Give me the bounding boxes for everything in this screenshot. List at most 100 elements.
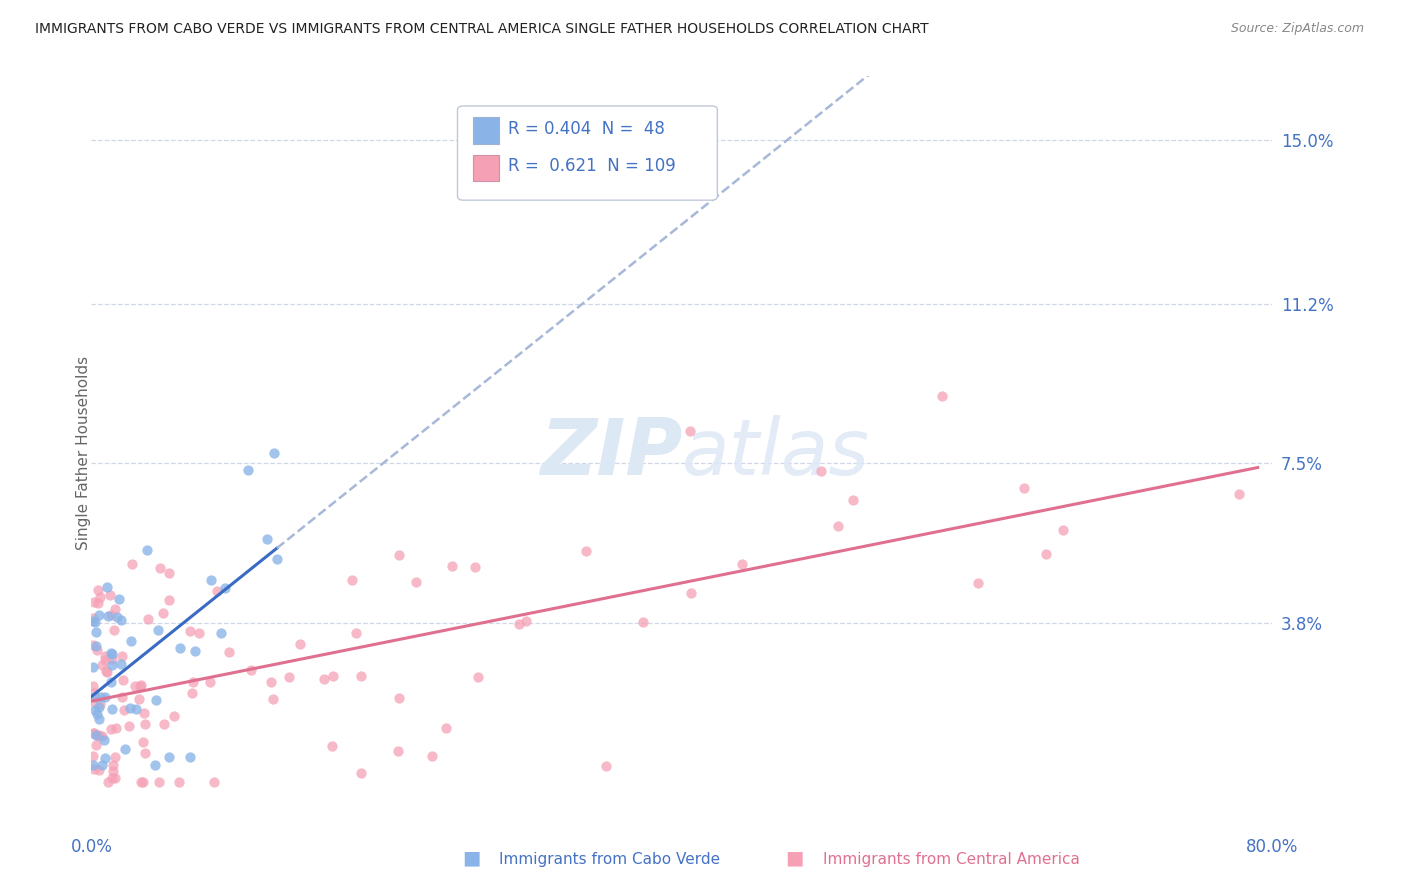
Point [103, 624, 125, 638]
Point [134, 717, 156, 731]
Point [83, 615, 105, 629]
Point [595, 758, 617, 772]
Point [731, 557, 754, 571]
Point [508, 616, 530, 631]
Point [82, 638, 104, 652]
Point [132, 706, 155, 720]
Text: ■: ■ [461, 848, 481, 867]
Point [93, 733, 115, 747]
Point [100, 722, 122, 736]
Point [163, 709, 186, 723]
Point [350, 669, 373, 683]
Point [146, 623, 169, 637]
Point [263, 445, 285, 459]
Point [104, 601, 127, 615]
Point [82, 726, 104, 740]
Point [82, 615, 104, 629]
Point [515, 614, 537, 628]
Point [84, 640, 107, 654]
Point [82, 749, 104, 764]
Text: R = 0.404  N =  48: R = 0.404 N = 48 [509, 120, 665, 137]
Point [82, 679, 104, 693]
Point [87, 596, 110, 610]
Point [240, 664, 263, 678]
Point [107, 592, 129, 607]
Point [179, 749, 201, 764]
Point [1035, 547, 1057, 561]
Point [84, 738, 107, 752]
Point [87, 764, 110, 778]
Point [90, 658, 112, 673]
Text: atlas: atlas [682, 415, 870, 491]
Point [188, 626, 211, 640]
Point [181, 686, 204, 700]
Point [145, 693, 167, 707]
Point [129, 775, 152, 789]
Point [103, 758, 125, 772]
Point [312, 673, 335, 687]
Point [1227, 487, 1250, 501]
Point [90, 690, 112, 705]
Point [214, 581, 236, 595]
Point [842, 493, 865, 508]
Bar [472, 155, 499, 181]
Point [100, 658, 122, 673]
Point [148, 775, 170, 789]
Point [97, 775, 120, 789]
Point [218, 645, 240, 659]
Point [810, 465, 832, 479]
Point [121, 558, 143, 572]
Point [105, 721, 128, 735]
Point [87, 729, 110, 743]
Point [83, 686, 105, 700]
Point [83, 695, 105, 709]
Text: ■: ■ [785, 848, 804, 867]
Point [112, 703, 135, 717]
Point [260, 675, 283, 690]
Point [87, 582, 110, 597]
Bar [472, 117, 499, 144]
Point [94, 649, 117, 664]
Point [278, 670, 301, 684]
Point [96, 665, 118, 679]
Point [198, 675, 221, 690]
Point [100, 771, 122, 785]
Point [135, 542, 157, 557]
Point [200, 573, 222, 587]
Point [129, 680, 152, 694]
Point [266, 552, 288, 566]
Point [87, 700, 110, 714]
Point [136, 612, 159, 626]
Point [388, 690, 411, 705]
Point [205, 583, 228, 598]
Point [827, 519, 849, 533]
Point [350, 765, 373, 780]
Point [134, 746, 156, 760]
Point [344, 626, 367, 640]
Point [110, 613, 132, 627]
Point [82, 611, 104, 625]
Point [125, 702, 148, 716]
Point [117, 719, 139, 733]
Text: IMMIGRANTS FROM CABO VERDE VS IMMIGRANTS FROM CENTRAL AMERICA SINGLE FATHER HOUS: IMMIGRANTS FROM CABO VERDE VS IMMIGRANTS… [35, 22, 929, 37]
Point [98, 588, 121, 602]
Point [84, 703, 107, 717]
Point [157, 749, 180, 764]
Point [1012, 481, 1035, 495]
Point [149, 561, 172, 575]
Point [89, 607, 111, 622]
Point [441, 558, 464, 573]
Point [111, 690, 134, 705]
Point [104, 750, 127, 764]
Point [100, 701, 122, 715]
Point [104, 771, 127, 785]
Point [82, 660, 104, 674]
Text: R =  0.621  N = 109: R = 0.621 N = 109 [509, 157, 676, 175]
Point [1052, 523, 1074, 537]
Point [322, 668, 344, 682]
FancyBboxPatch shape [457, 106, 717, 200]
Point [131, 678, 153, 692]
Point [84, 690, 107, 704]
Point [679, 586, 702, 600]
Point [84, 728, 107, 742]
